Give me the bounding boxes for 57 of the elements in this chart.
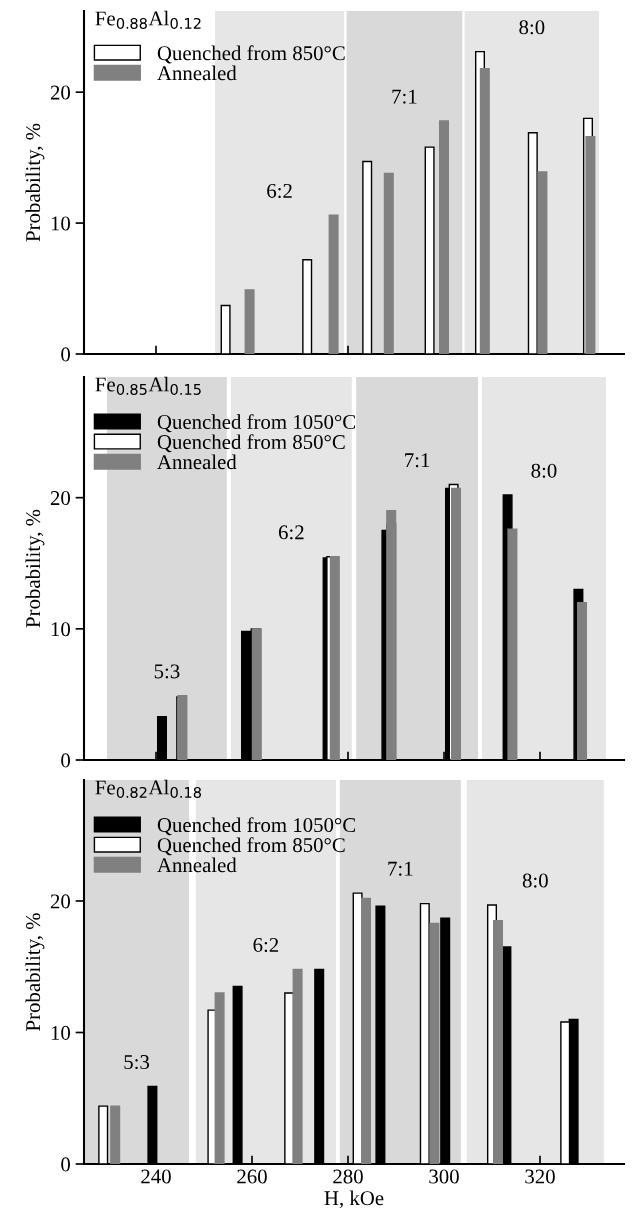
legend-label: Quenched from 1050°C — [157, 414, 356, 433]
chart-title: Fe$_{0.82}$Al$_{0.18}$ — [95, 779, 201, 798]
bar — [479, 67, 490, 354]
band-label: 8:0 — [519, 20, 545, 35]
bar — [328, 214, 339, 354]
y-tick-label: 10 — [51, 216, 71, 231]
band-label: 7:1 — [405, 453, 430, 468]
y-tick-label: 10 — [51, 622, 71, 637]
bar — [585, 135, 596, 354]
y-axis-title: Probability, % — [25, 509, 45, 628]
x-axis-title: H, kOe — [324, 1190, 384, 1209]
y-tick-label: 20 — [50, 85, 71, 100]
y-tick-label: 0 — [61, 1157, 71, 1172]
x-tick-label: 300 — [429, 1169, 459, 1184]
bar — [438, 120, 450, 354]
bar — [576, 601, 588, 760]
band-label: 5:3 — [154, 664, 180, 679]
bar — [450, 487, 462, 760]
band-label: 7:1 — [392, 89, 417, 104]
bar — [292, 968, 303, 1164]
chart-title: Fe$_{0.88}$Al$_{0.12}$ — [95, 10, 201, 29]
bar — [492, 920, 504, 1164]
band-label: 8:0 — [522, 873, 548, 888]
legend-label: Annealed — [157, 454, 237, 470]
band-label: 6:2 — [278, 525, 304, 540]
y-tick-label: 10 — [51, 1025, 71, 1040]
chart-title: Fe$_{0.85}$Al$_{0.15}$ — [95, 376, 201, 395]
x-tick-label: 280 — [333, 1169, 363, 1184]
bar — [537, 171, 548, 354]
y-tick-label: 20 — [50, 894, 71, 909]
band-label: 6:2 — [267, 183, 292, 198]
bar — [110, 1105, 121, 1164]
band-label: 5:3 — [124, 1055, 150, 1070]
x-tick-label: 240 — [141, 1169, 171, 1184]
legend-label: Annealed — [157, 857, 237, 873]
band-label: 7:1 — [388, 861, 413, 876]
y-tick-label: 0 — [61, 753, 71, 768]
band-label: 6:2 — [253, 937, 279, 953]
x-tick-label: 320 — [525, 1169, 555, 1184]
legend-label: Quenched from 850°C — [157, 45, 345, 64]
legend-label: Quenched from 850°C — [157, 837, 345, 856]
y-tick-label: 0 — [61, 347, 71, 362]
y-axis-title: Probability, % — [25, 913, 45, 1031]
bar — [360, 897, 372, 1164]
bar — [383, 172, 394, 354]
legend-label: Quenched from 850°C — [157, 434, 345, 453]
legend-label: Quenched from 1050°C — [157, 817, 356, 836]
legend-label: Annealed — [157, 65, 237, 81]
bar — [429, 922, 440, 1164]
y-axis-title: Probability, % — [25, 123, 45, 242]
bar — [244, 289, 255, 354]
y-tick-label: 20 — [50, 491, 71, 506]
band-label: 8:0 — [531, 463, 557, 478]
bar — [214, 992, 225, 1164]
bar — [386, 510, 397, 760]
bar — [507, 528, 518, 760]
x-tick-label: 260 — [237, 1169, 267, 1184]
